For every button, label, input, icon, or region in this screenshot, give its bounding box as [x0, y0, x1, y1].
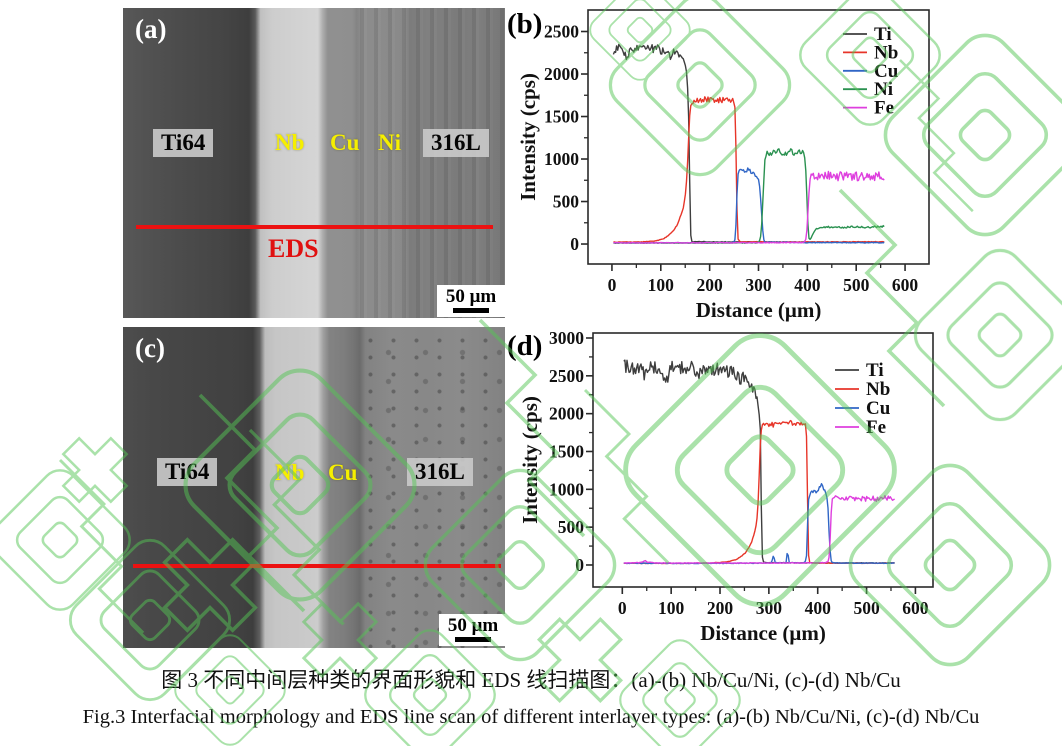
panel-b-tag: (b): [507, 8, 543, 40]
micrograph-texture: [359, 8, 505, 318]
svg-text:0: 0: [618, 598, 627, 618]
svg-text:Distance (μm): Distance (μm): [700, 621, 826, 645]
panel-a-tag: (a): [135, 14, 167, 44]
svg-text:200: 200: [697, 275, 724, 295]
svg-text:2500: 2500: [544, 22, 579, 42]
svg-text:0: 0: [570, 234, 579, 254]
svg-text:1500: 1500: [544, 107, 579, 127]
scalebar-c: 50 μm: [439, 614, 505, 646]
panel-c-tag: (c): [135, 333, 165, 363]
svg-text:2500: 2500: [549, 366, 584, 386]
svg-text:Fe: Fe: [866, 417, 886, 438]
eds-linescan-chart-b: 0 100 200 300 400 500 600 0 500 1000 1500 2000 2500 D…: [516, 9, 930, 322]
caption-english: Fig.3 Interfacial morphology and EDS lin…: [82, 706, 980, 728]
label-316l-a: 316L: [423, 129, 489, 157]
label-ti64-c: Ti64: [157, 458, 218, 486]
svg-text:Intensity (cps): Intensity (cps): [516, 73, 540, 201]
svg-text:300: 300: [756, 598, 783, 618]
panel-d-tag: (d): [507, 330, 543, 362]
svg-text:Intensity (cps): Intensity (cps): [518, 396, 542, 524]
svg-text:1500: 1500: [549, 441, 584, 461]
svg-text:600: 600: [892, 275, 919, 295]
svg-text:0: 0: [608, 275, 617, 295]
panel-a-micrograph: (a) Ti64 Nb Cu Ni 316L EDS 50 μm: [123, 8, 505, 318]
svg-text:500: 500: [843, 275, 870, 295]
scalebar-a-line: [453, 308, 489, 313]
eds-scan-line-a: [136, 225, 493, 229]
svg-text:3000: 3000: [549, 328, 584, 348]
svg-text:2000: 2000: [549, 404, 584, 424]
svg-text:2000: 2000: [544, 64, 579, 84]
eds-label: EDS: [268, 234, 319, 263]
caption-chinese: 图 3 不同中间层种类的界面形貌和 EDS 线扫描图：(a)-(b) Nb/Cu…: [161, 668, 901, 692]
scalebar-c-label: 50 μm: [447, 615, 499, 636]
panel-c-micrograph: (c) Ti64 Nb Cu 316L 50 μm: [123, 327, 505, 648]
scalebar-a: 50 μm: [437, 285, 505, 317]
label-316l-c: 316L: [407, 458, 473, 486]
svg-text:1000: 1000: [549, 479, 584, 499]
svg-text:300: 300: [745, 275, 772, 295]
svg-text:Fe: Fe: [874, 98, 894, 119]
svg-text:100: 100: [648, 275, 675, 295]
label-cu-c: Cu: [328, 460, 358, 485]
label-nb-c: Nb: [275, 460, 305, 485]
scalebar-c-line: [455, 637, 491, 642]
svg-text:Nb: Nb: [866, 379, 890, 400]
svg-text:0: 0: [575, 555, 584, 575]
svg-text:Cu: Cu: [866, 398, 891, 419]
label-ti64-a: Ti64: [153, 129, 214, 157]
svg-text:1000: 1000: [544, 149, 579, 169]
svg-text:Ti: Ti: [866, 360, 884, 381]
svg-text:500: 500: [853, 598, 880, 618]
label-ni-a: Ni: [378, 130, 401, 155]
svg-text:Distance (μm): Distance (μm): [696, 298, 822, 322]
scalebar-a-label: 50 μm: [445, 286, 497, 307]
label-nb-a: Nb: [275, 130, 305, 155]
svg-text:200: 200: [707, 598, 734, 618]
label-cu-a: Cu: [330, 130, 360, 155]
eds-scan-line-c: [133, 564, 501, 568]
svg-text:600: 600: [902, 598, 929, 618]
svg-text:500: 500: [558, 517, 585, 537]
svg-text:400: 400: [794, 275, 821, 295]
micrograph-texture: [356, 327, 505, 648]
svg-text:500: 500: [553, 192, 580, 212]
eds-linescan-chart-d: 0 100 200 300 400 500 600 0 500 1000 1500 2000 2500 3…: [518, 328, 934, 645]
svg-text:100: 100: [658, 598, 685, 618]
svg-text:400: 400: [805, 598, 832, 618]
